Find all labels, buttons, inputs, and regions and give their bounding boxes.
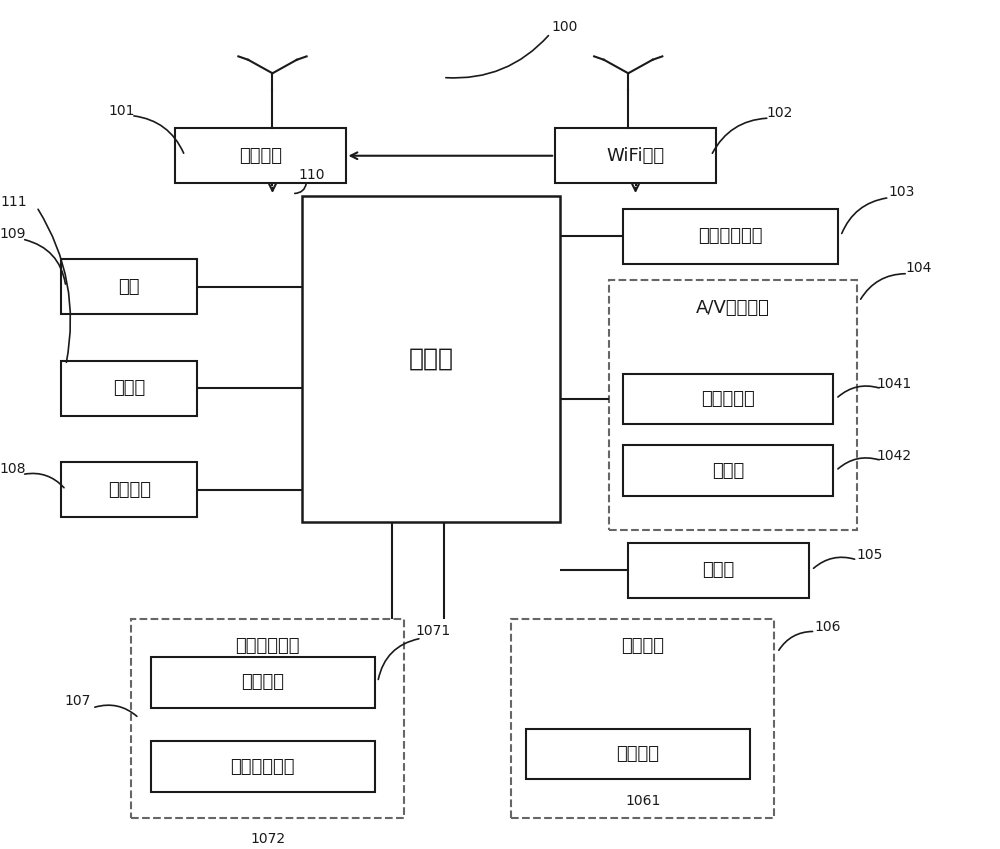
- Text: 传感器: 传感器: [702, 561, 735, 579]
- Text: 显示面板: 显示面板: [616, 745, 659, 763]
- Text: 1061: 1061: [625, 794, 661, 807]
- Text: 107: 107: [64, 694, 91, 708]
- Text: 111: 111: [1, 194, 28, 209]
- FancyBboxPatch shape: [61, 361, 197, 416]
- Text: 1071: 1071: [416, 625, 451, 638]
- FancyBboxPatch shape: [61, 259, 197, 314]
- FancyBboxPatch shape: [151, 657, 375, 707]
- Text: 100: 100: [552, 20, 578, 34]
- Text: 106: 106: [815, 621, 841, 634]
- FancyBboxPatch shape: [61, 463, 197, 517]
- Text: 显示单元: 显示单元: [621, 638, 664, 655]
- Text: 102: 102: [766, 106, 792, 120]
- FancyBboxPatch shape: [623, 209, 838, 263]
- Text: 1072: 1072: [250, 832, 285, 846]
- FancyBboxPatch shape: [609, 280, 857, 530]
- FancyBboxPatch shape: [555, 128, 716, 183]
- Text: 音频输出单元: 音频输出单元: [698, 227, 763, 245]
- Text: 其他输入设备: 其他输入设备: [230, 758, 295, 776]
- Text: 处理器: 处理器: [408, 346, 453, 371]
- Text: 麦克风: 麦克风: [712, 462, 744, 480]
- Text: 存储器: 存储器: [113, 380, 145, 397]
- Text: 触控面板: 触控面板: [241, 673, 284, 691]
- FancyBboxPatch shape: [623, 446, 833, 496]
- Text: 109: 109: [0, 227, 25, 241]
- FancyBboxPatch shape: [623, 374, 833, 424]
- Text: 1042: 1042: [877, 448, 912, 463]
- Text: 108: 108: [0, 462, 25, 475]
- Text: 104: 104: [906, 261, 932, 275]
- FancyBboxPatch shape: [628, 543, 809, 598]
- Text: WiFi模块: WiFi模块: [606, 147, 665, 165]
- Text: 105: 105: [857, 548, 883, 562]
- FancyBboxPatch shape: [131, 619, 404, 818]
- Text: 用户输入单元: 用户输入单元: [235, 638, 300, 655]
- Text: 101: 101: [108, 104, 135, 118]
- Text: 电源: 电源: [118, 278, 140, 295]
- Text: 图形处理器: 图形处理器: [701, 390, 755, 408]
- Text: 110: 110: [298, 168, 325, 182]
- FancyBboxPatch shape: [175, 128, 346, 183]
- FancyBboxPatch shape: [511, 619, 774, 818]
- Text: 103: 103: [888, 185, 914, 199]
- FancyBboxPatch shape: [302, 196, 560, 521]
- Text: 射频单元: 射频单元: [239, 147, 282, 165]
- Text: A/V输入单元: A/V输入单元: [696, 299, 770, 317]
- FancyBboxPatch shape: [526, 728, 750, 779]
- FancyBboxPatch shape: [151, 741, 375, 792]
- Text: 接口单元: 接口单元: [108, 481, 151, 499]
- Text: 1041: 1041: [877, 377, 912, 391]
